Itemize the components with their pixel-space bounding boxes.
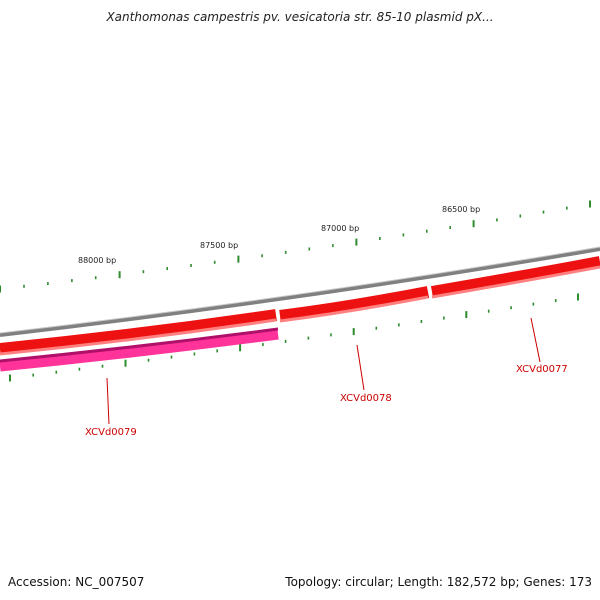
gene-feature-xcvd0079[interactable]	[0, 328, 279, 372]
gene-feature-forward-left[interactable]	[0, 309, 277, 355]
leader-line-xcvd0079	[106, 377, 110, 425]
outer-scale-ticks	[0, 200, 591, 293]
inner-scale-ticks	[9, 293, 579, 382]
summary-text: Topology: circular; Length: 182,572 bp; …	[285, 575, 592, 589]
scale-label-87500: 87500 bp	[200, 241, 238, 250]
backbone-arc	[0, 247, 600, 337]
leader-line-xcvd0077	[530, 317, 541, 363]
backbone-arc-highlight	[0, 246, 600, 334]
gene-feature-xcvd0078-edge	[279, 295, 429, 323]
map-title: Xanthomonas campestris pv. vesicatoria s…	[106, 10, 494, 24]
gene-feature-xcvd0077[interactable]	[430, 256, 600, 298]
gene-feature-xcvd0077-edge	[431, 265, 600, 299]
gene-label-xcvd0078[interactable]: XCVd0078	[340, 393, 392, 404]
gene-feature-forward-left-edge	[0, 318, 277, 356]
leader-line-xcvd0078	[356, 344, 365, 391]
gene-feature-xcvd0079-edge	[0, 327, 279, 363]
accession-text: Accession: NC_007507	[8, 575, 145, 589]
gene-label-xcvd0077[interactable]: XCVd0077	[516, 364, 568, 375]
scale-label-88000: 88000 bp	[78, 256, 116, 265]
gene-feature-xcvd0078[interactable]	[279, 286, 430, 322]
scale-label-86500: 86500 bp	[442, 205, 480, 214]
gene-label-xcvd0079[interactable]: XCVd0079	[85, 427, 137, 438]
scale-label-87000: 87000 bp	[321, 224, 359, 233]
